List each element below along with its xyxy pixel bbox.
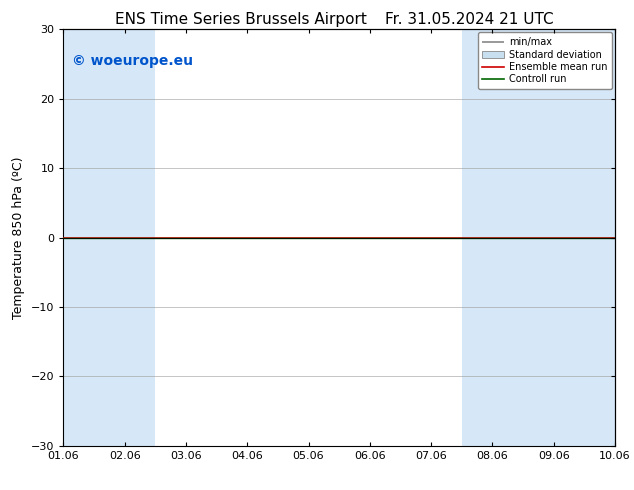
Text: © woeurope.eu: © woeurope.eu bbox=[72, 54, 193, 69]
Bar bbox=[462, 29, 523, 446]
Text: Fr. 31.05.2024 21 UTC: Fr. 31.05.2024 21 UTC bbox=[385, 12, 553, 27]
Text: ENS Time Series Brussels Airport: ENS Time Series Brussels Airport bbox=[115, 12, 367, 27]
Bar bbox=[523, 29, 585, 446]
Bar bbox=[585, 29, 615, 446]
Y-axis label: Temperature 850 hPa (ºC): Temperature 850 hPa (ºC) bbox=[12, 156, 25, 319]
Legend: min/max, Standard deviation, Ensemble mean run, Controll run: min/max, Standard deviation, Ensemble me… bbox=[477, 32, 612, 89]
Bar bbox=[33, 29, 94, 446]
Bar bbox=[94, 29, 155, 446]
